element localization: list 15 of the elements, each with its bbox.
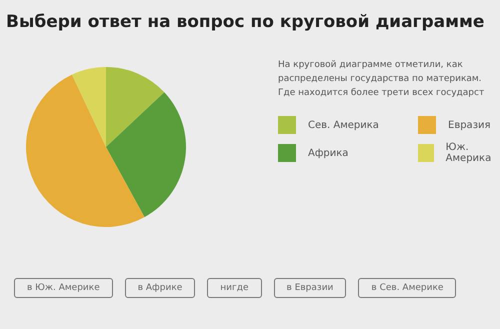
legend-label: Юж. Америка bbox=[446, 142, 492, 164]
chart-title: Выбери ответ на вопрос по круговой диаграмме bbox=[6, 12, 484, 32]
text: в Юж. Америке bbox=[14, 278, 113, 298]
legend-label: Сев. Америка bbox=[308, 120, 379, 130]
text: в Африке bbox=[124, 278, 196, 298]
legend-label: Евразия bbox=[448, 120, 491, 130]
pie-slice bbox=[72, 67, 106, 147]
pie-slice bbox=[26, 74, 145, 227]
text: в Сев. Америке bbox=[358, 278, 456, 298]
legend-label: Африка bbox=[308, 148, 348, 158]
text: нигде bbox=[207, 278, 262, 298]
pie-slice bbox=[106, 67, 164, 147]
text: На круговой диаграмме отметили, как распределены государства по материкам. Где находится более трети всех государст bbox=[278, 59, 486, 100]
pie-slice bbox=[106, 92, 186, 218]
text: в Евразии bbox=[274, 278, 346, 298]
